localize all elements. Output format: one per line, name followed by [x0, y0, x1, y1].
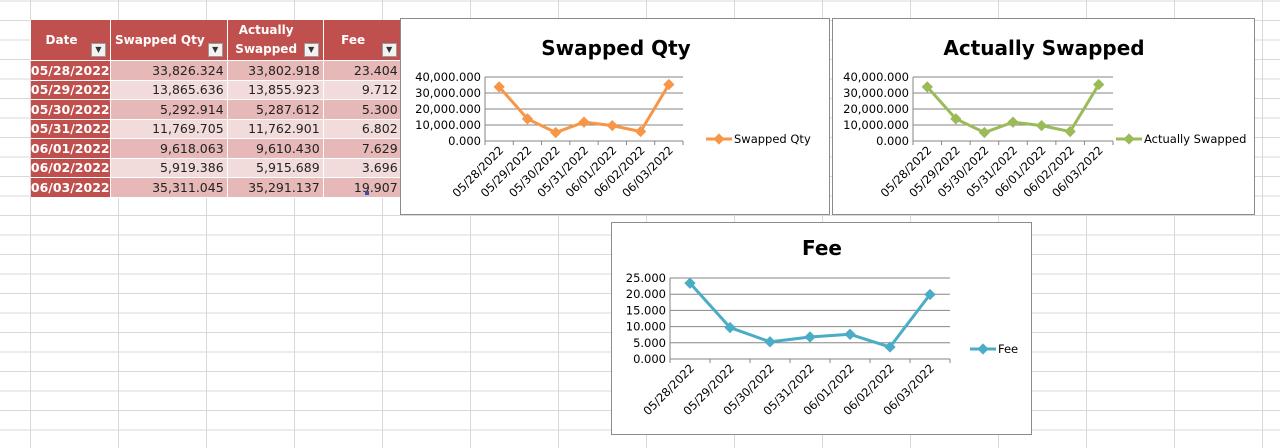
cell-swapped-qty[interactable]: 11,769.705	[110, 119, 228, 139]
table-header-row: Date ▼ Swapped Qty ▼ Actually Swapped ▼ …	[30, 20, 402, 61]
chart-title: Swapped Qty	[541, 36, 690, 60]
cell-actually-swapped[interactable]: 35,291.137	[227, 177, 324, 198]
data-table: Date ▼ Swapped Qty ▼ Actually Swapped ▼ …	[30, 20, 402, 198]
y-tick-label: 0.000	[876, 134, 909, 148]
filter-dropdown-icon[interactable]: ▼	[303, 43, 319, 57]
chart-fee-svg: Fee0.0005.00010.00015.00020.00025.00005/…	[626, 236, 1018, 418]
cell-actually-swapped[interactable]: 5,287.612	[227, 99, 324, 120]
data-point-marker[interactable]	[844, 328, 856, 340]
y-tick-label: 20.000	[626, 287, 666, 301]
cell-date[interactable]: 05/29/2022	[30, 80, 111, 100]
cell-swapped-qty[interactable]: 35,311.045	[110, 177, 228, 198]
table-body: 05/28/2022 33,826.324 33,802.918 23.404 05/2…	[30, 60, 402, 198]
data-point-marker[interactable]	[1035, 119, 1048, 132]
filter-dropdown-icon[interactable]: ▼	[207, 43, 223, 57]
cell-swapped-qty[interactable]: 33,826.324	[110, 60, 228, 81]
cell-date[interactable]: 05/30/2022	[30, 99, 111, 120]
y-tick-label: 40,000.000	[415, 70, 481, 84]
cell-date[interactable]: 06/01/2022	[30, 138, 111, 159]
data-point-marker[interactable]	[578, 116, 590, 128]
data-point-marker[interactable]	[550, 126, 562, 139]
table-row: 06/02/2022 5,919.386 5,915.689 3.696	[30, 158, 402, 178]
cell-date[interactable]: 05/31/2022	[30, 119, 111, 139]
header-fee-label: Fee	[341, 32, 366, 47]
chart-swapped-qty-svg: Swapped Qty 0.000 10,000.000 20,000.000 30,0…	[415, 36, 811, 200]
legend-marker	[977, 343, 989, 355]
y-tick-label: 10,000.000	[843, 118, 909, 132]
chart-actually-swapped[interactable]: Actually Swapped 0.000 10,000.000 20,000.00…	[832, 18, 1255, 215]
table-row: 05/29/2022 13,865.636 13,855.923 9.712	[30, 80, 402, 100]
cell-fee[interactable]: 7.629	[323, 138, 402, 159]
cell-fee[interactable]: 9.712	[323, 80, 402, 100]
table-row: 05/28/2022 33,826.324 33,802.918 23.404	[30, 60, 402, 81]
cell-swapped-qty[interactable]: 13,865.636	[110, 80, 228, 100]
cell-fee[interactable]: 23.404	[323, 60, 402, 81]
cell-actually-swapped[interactable]: 11,762.901	[227, 119, 324, 139]
legend-marker	[713, 133, 725, 145]
chart-title: Fee	[802, 236, 842, 260]
data-point-marker[interactable]	[1007, 116, 1019, 128]
cell-fee[interactable]: 3.696	[323, 158, 402, 178]
cell-swapped-qty[interactable]: 5,292.914	[110, 99, 228, 120]
y-tick-label: 20,000.000	[415, 102, 481, 116]
table-row: 06/03/2022 35,311.045 35,291.137 19.907	[30, 177, 402, 198]
y-tick-label: 5.000	[633, 336, 666, 350]
y-tick-label: 25.000	[626, 271, 666, 285]
header-actually-swapped-line1: Actually	[238, 23, 294, 37]
legend-label: Swapped Qty	[734, 132, 811, 146]
cell-actually-swapped[interactable]: 9,610.430	[227, 138, 324, 159]
header-fee[interactable]: Fee ▼	[322, 20, 402, 61]
y-tick-label: 0.000	[633, 352, 666, 366]
y-tick-label: 10.000	[626, 320, 666, 334]
legend-marker	[1123, 133, 1135, 145]
y-tick-label: 15.000	[626, 303, 666, 317]
table-row: 05/30/2022 5,292.914 5,287.612 5.300	[30, 99, 402, 120]
cell-fee[interactable]: 5.300	[323, 99, 402, 120]
y-tick-label: 40,000.000	[843, 70, 909, 84]
cell-actually-swapped[interactable]: 33,802.918	[227, 60, 324, 81]
chart-actually-swapped-svg: Actually Swapped 0.000 10,000.000 20,000.00…	[843, 36, 1246, 200]
y-tick-label: 20,000.000	[843, 102, 909, 116]
header-date[interactable]: Date ▼	[30, 20, 111, 61]
data-point-marker[interactable]	[804, 331, 816, 343]
legend-label: Actually Swapped	[1144, 132, 1246, 146]
y-tick-label: 30,000.000	[415, 86, 481, 100]
legend-label: Fee	[998, 342, 1018, 356]
table-row: 05/31/2022 11,769.705 11,762.901 6.802	[30, 119, 402, 139]
header-swapped-qty-label: Swapped Qty	[115, 32, 205, 47]
cell-actually-swapped[interactable]: 5,915.689	[227, 158, 324, 178]
cell-actually-swapped[interactable]: 13,855.923	[227, 80, 324, 100]
y-tick-label: 30,000.000	[843, 86, 909, 100]
cell-date[interactable]: 06/03/2022	[30, 177, 111, 198]
table-resize-handle[interactable]	[365, 191, 369, 195]
y-tick-label: 0.000	[448, 134, 481, 148]
chart-fee[interactable]: Fee 0.000 5.000 10.000 15.000 20.000 25.000 05/…	[611, 222, 1032, 435]
chart-swapped-qty[interactable]: Swapped Qty 0.000 10,000.000 20,000.000 30,0…	[400, 18, 830, 215]
data-point-marker[interactable]	[764, 336, 776, 348]
header-swapped-qty[interactable]: Swapped Qty ▼	[110, 20, 228, 61]
filter-dropdown-icon[interactable]: ▼	[91, 43, 106, 57]
cell-fee[interactable]: 6.802	[323, 119, 402, 139]
data-point-marker[interactable]	[978, 126, 991, 139]
header-actually-swapped[interactable]: Actually Swapped ▼	[226, 20, 324, 61]
header-date-label: Date	[45, 32, 78, 47]
cell-swapped-qty[interactable]: 9,618.063	[110, 138, 228, 159]
cell-fee[interactable]: 19.907	[323, 177, 402, 198]
chart-title: Actually Swapped	[943, 36, 1144, 60]
header-actually-swapped-line2: Swapped	[235, 42, 298, 56]
cell-swapped-qty[interactable]: 5,919.386	[110, 158, 228, 178]
table-row: 06/01/2022 9,618.063 9,610.430 7.629	[30, 138, 402, 159]
data-point-marker[interactable]	[606, 119, 618, 132]
y-tick-label: 10,000.000	[415, 118, 481, 132]
filter-dropdown-icon[interactable]: ▼	[381, 43, 397, 57]
data-point-marker[interactable]	[663, 78, 675, 91]
cell-date[interactable]: 06/02/2022	[30, 158, 111, 178]
cell-date[interactable]: 05/28/2022	[30, 60, 111, 81]
